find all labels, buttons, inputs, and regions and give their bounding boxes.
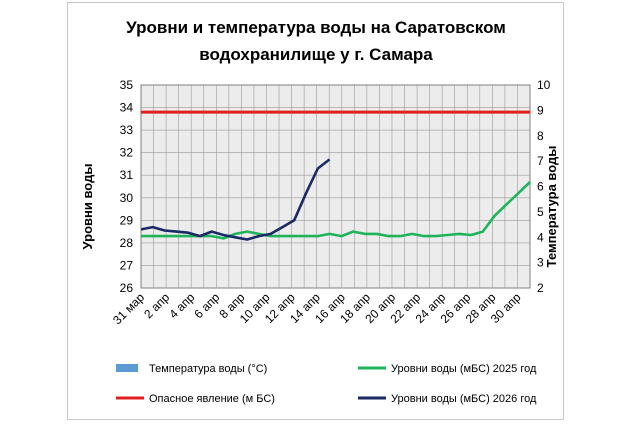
legend: Температура воды (°C) Уровни воды (мБС) 2… — [116, 363, 537, 405]
plot-background — [140, 84, 531, 289]
legend-label: Уровни воды (мБС) 2025 год — [391, 363, 537, 375]
y-tick-right: 3 — [537, 256, 544, 270]
y-tick-right: 5 — [537, 205, 544, 219]
legend-label: Уровни воды (мБС) 2026 год — [391, 393, 537, 405]
series-line-3 — [140, 158, 331, 241]
y-tick-left: 28 — [120, 236, 134, 250]
y-axis-title-right: Температура воды — [544, 146, 559, 268]
y-tick-left: 30 — [120, 191, 134, 205]
legend-swatch-box — [116, 364, 138, 372]
x-tick-label: 31 мар — [110, 290, 147, 327]
chart-frame: Уровни и температура воды на Саратовском… — [67, 2, 564, 420]
y-tick-right: 6 — [537, 180, 544, 194]
y-axis-title-left: Уровни воды — [80, 164, 95, 250]
y-tick-left: 33 — [120, 123, 134, 137]
y-tick-left: 34 — [120, 101, 134, 115]
legend-label: Опасное явление (м БС) — [149, 393, 275, 405]
y-tick-right: 2 — [537, 281, 544, 295]
y-tick-left: 29 — [120, 213, 134, 227]
y-tick-right: 4 — [537, 230, 544, 244]
chart-svg: Уровни и температура воды на Саратовском… — [80, 18, 559, 405]
y-tick-right: 8 — [537, 129, 544, 143]
y-tick-left: 26 — [120, 281, 134, 295]
series-line-1 — [141, 181, 531, 240]
x-tick-label: 2 апр — [141, 290, 172, 321]
chart-title-line1: Уровни и температура воды на Саратовском — [126, 18, 506, 37]
y-tick-left: 32 — [120, 146, 134, 160]
chart-title-line2: водохранилище у г. Самара — [199, 45, 433, 64]
y-tick-right: 10 — [537, 78, 551, 92]
x-tick-label: 6 апр — [191, 290, 222, 321]
x-tick-label: 4 апр — [166, 290, 197, 321]
y-tick-right: 7 — [537, 154, 544, 168]
legend-label: Температура воды (°C) — [149, 363, 267, 375]
y-tick-left: 31 — [120, 168, 134, 182]
y-tick-left: 35 — [120, 78, 134, 92]
y-tick-right: 9 — [537, 103, 544, 117]
y-tick-left: 27 — [120, 258, 134, 272]
